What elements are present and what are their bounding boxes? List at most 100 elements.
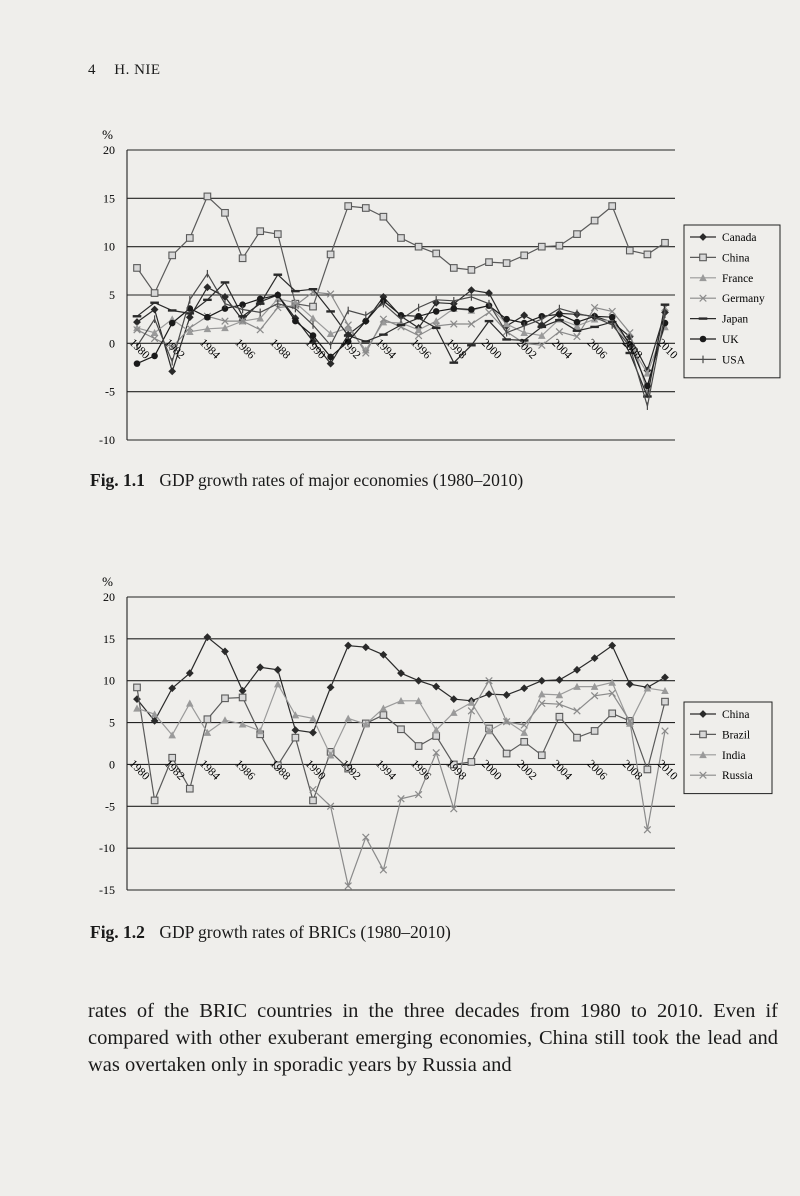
data-point [221,317,229,325]
data-point [274,680,282,688]
data-point [450,305,458,312]
data-point [238,693,247,702]
figure-1-caption-text: GDP growth rates of major economies (198… [159,470,524,490]
data-point [467,266,476,274]
data-point [397,697,405,705]
x-tick-label: 2004 [549,337,574,362]
data-point [555,700,564,708]
data-point [203,283,212,292]
data-point [661,673,669,682]
data-point [625,246,634,255]
legend-item: Germany [690,293,765,305]
data-point [379,711,388,719]
data-point [185,313,194,322]
x-tick-label: 1994 [373,758,398,783]
legend-item: Brazil [690,729,750,741]
data-point [273,230,282,238]
data-point [133,326,141,334]
data-point [362,317,370,325]
figure-1-caption-number: Fig. 1.1 [90,470,145,490]
data-point [133,324,141,332]
x-tick-label: 1996 [408,758,433,783]
data-point [414,326,423,334]
data-point [414,676,423,685]
x-tick-label: 1988 [268,758,293,783]
data-point [538,690,546,698]
data-point [361,643,370,652]
data-point [133,683,141,692]
data-point [291,726,300,735]
legend-marker [699,335,707,343]
data-point [485,727,493,735]
data-point [204,313,211,321]
data-point [344,714,352,722]
x-tick-label: 1986 [232,758,257,783]
figure-2-caption-number: Fig. 1.2 [90,922,145,942]
legend-item: Russia [690,770,753,782]
data-point [608,313,616,321]
legend-box [683,224,781,379]
data-point [256,314,264,322]
legend-item: Canada [690,232,756,244]
data-point [344,324,352,332]
data-point [432,308,440,315]
data-point [643,369,652,377]
data-point [344,321,352,329]
data-point [608,689,616,697]
series-line [136,291,666,393]
data-point [362,720,370,728]
y-tick-label: -5 [105,799,115,813]
data-point [502,749,511,758]
legend-marker [699,253,707,262]
data-point [309,314,317,322]
series-france [133,295,669,377]
data-point [520,728,528,736]
page-header: 4 H. NIE [88,62,161,79]
data-point [608,678,616,686]
legend-label: USA [722,354,746,366]
data-point [485,676,493,685]
x-tick-label: 1988 [268,337,293,362]
data-point [238,317,247,325]
figure-1-caption: Fig. 1.1 GDP growth rates of major econo… [90,470,523,491]
data-point [326,751,335,759]
data-point [661,686,669,695]
series-usa [136,269,666,410]
data-point [573,707,581,715]
data-point [414,742,423,750]
legend-label: China [722,252,749,264]
data-point [203,325,212,333]
series-line [136,272,666,407]
data-point [414,697,423,705]
legend-item: China [690,709,749,721]
data-point [414,790,423,799]
data-point [221,647,229,656]
data-point [133,318,141,326]
data-point [485,289,493,297]
data-point [538,699,546,708]
series-russia [309,676,669,890]
data-point [379,866,388,874]
data-point [168,251,177,260]
series-line [136,636,666,734]
data-point [555,675,564,684]
data-point [292,317,299,325]
data-point [309,302,317,311]
data-point [168,731,176,739]
data-point [397,725,405,734]
x-tick-label: 1994 [373,337,398,362]
x-tick-label: 1984 [197,758,222,783]
data-point [344,338,352,345]
data-point [432,732,441,740]
data-point [203,192,212,201]
data-point [450,708,458,716]
series-brazil [133,683,669,805]
data-point [274,295,282,303]
y-axis-unit-label: % [102,574,113,589]
data-point [467,320,476,328]
data-point [520,737,529,746]
legend-label: Brazil [722,729,750,741]
data-point [344,764,353,773]
data-point [186,324,194,332]
data-point [608,641,617,650]
